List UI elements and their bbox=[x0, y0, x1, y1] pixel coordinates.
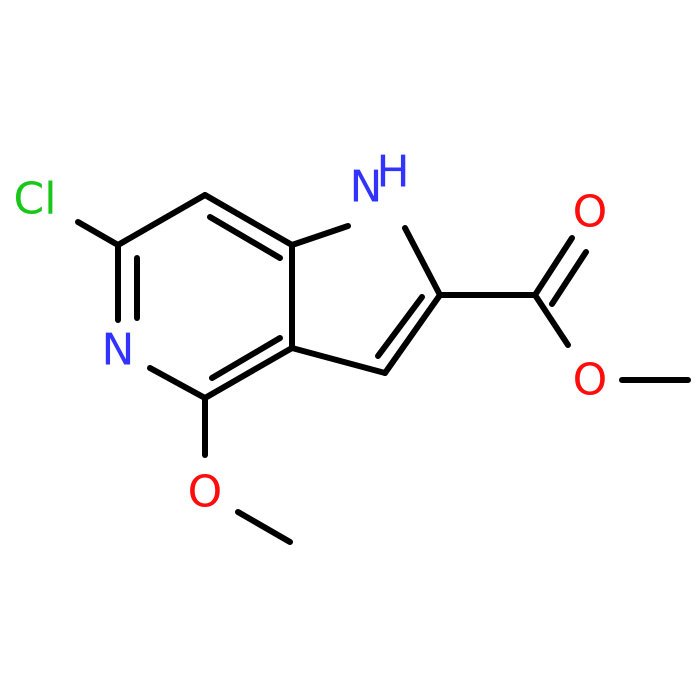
bond bbox=[549, 249, 589, 307]
bond bbox=[382, 292, 443, 376]
bond bbox=[532, 235, 575, 298]
bond bbox=[375, 294, 425, 359]
bond bbox=[402, 225, 443, 298]
atom-label: O bbox=[573, 355, 608, 406]
atom-label: Cl bbox=[14, 174, 57, 225]
bond bbox=[207, 214, 283, 261]
atom-labels: Cl N N H O O O bbox=[14, 147, 608, 518]
bond bbox=[289, 345, 388, 376]
atom-label: N bbox=[350, 162, 383, 213]
bond bbox=[532, 292, 571, 348]
bond bbox=[147, 365, 208, 401]
atom-label: N bbox=[102, 325, 135, 376]
bond bbox=[202, 345, 295, 401]
atom-label: O bbox=[573, 187, 608, 238]
bond bbox=[202, 192, 295, 248]
bond bbox=[289, 223, 351, 248]
bond bbox=[235, 509, 293, 545]
bonds bbox=[75, 192, 691, 545]
bond bbox=[209, 335, 283, 381]
atom-label: H bbox=[376, 147, 409, 198]
bond bbox=[75, 219, 121, 248]
atom-label: O bbox=[188, 467, 223, 518]
bond bbox=[115, 192, 208, 248]
